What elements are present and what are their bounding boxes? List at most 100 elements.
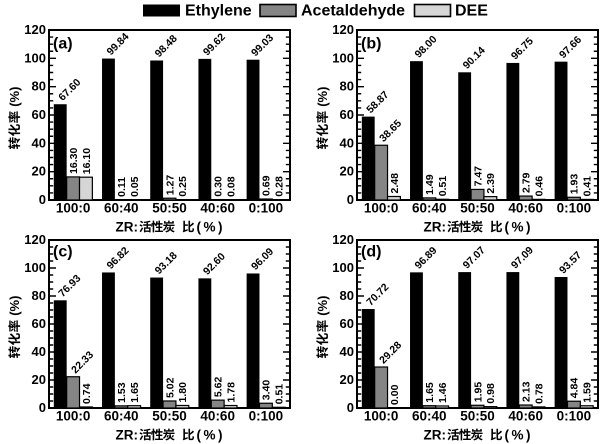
svg-text:DEE: DEE [455,3,488,20]
svg-text:0: 0 [39,400,46,415]
svg-text:120: 120 [24,22,46,37]
svg-text:0:100: 0:100 [249,408,284,423]
svg-text:%: % [204,427,216,442]
svg-text:Ethylene: Ethylene [185,3,252,20]
svg-text:50:50: 50:50 [152,408,187,423]
svg-text:40: 40 [340,135,354,150]
svg-text:2.48: 2.48 [389,173,401,194]
svg-text:60: 60 [32,316,46,331]
svg-text:ZR:: ZR: [424,427,447,442]
svg-text:20: 20 [32,372,46,387]
svg-text:0: 0 [347,400,354,415]
svg-text:ZR:: ZR: [116,219,139,234]
svg-text:0: 0 [39,192,46,207]
svg-text:1.65: 1.65 [129,382,141,403]
svg-text:2.79: 2.79 [521,172,533,193]
svg-text:0.08: 0.08 [225,176,237,197]
svg-text:0.05: 0.05 [129,176,141,197]
svg-text:1.27: 1.27 [164,175,176,196]
svg-text:60: 60 [32,107,46,122]
svg-text:0.51: 0.51 [274,384,286,405]
svg-text:20: 20 [340,164,354,179]
svg-text:80: 80 [340,79,354,94]
svg-text:5.62: 5.62 [213,377,225,398]
svg-text:80: 80 [32,288,46,303]
svg-text:60: 60 [340,107,354,122]
svg-text:20: 20 [32,164,46,179]
svg-text:60:40: 60:40 [412,200,447,215]
svg-text:100: 100 [332,50,354,65]
svg-text:40: 40 [340,344,354,359]
svg-text:(a): (a) [53,35,73,52]
svg-text:(: ( [505,219,510,234]
svg-text:60:40: 60:40 [104,200,139,215]
svg-text:50:50: 50:50 [460,408,495,423]
svg-text:): ) [526,219,531,234]
svg-text:60:40: 60:40 [412,408,447,423]
svg-text:0:100: 0:100 [557,200,592,215]
svg-text:16.30: 16.30 [68,147,80,173]
svg-text:40:60: 40:60 [200,408,235,423]
svg-text:4.84: 4.84 [569,378,581,399]
svg-text:(: ( [197,219,202,234]
svg-text:ZR:: ZR: [116,427,139,442]
svg-text:(%): (%) [7,296,22,316]
svg-text:16.10: 16.10 [81,148,93,174]
svg-text:1.78: 1.78 [225,382,237,403]
svg-text:1.49: 1.49 [424,174,436,195]
svg-text:0.74: 0.74 [81,383,93,404]
svg-text:(%): (%) [315,296,330,316]
svg-text:40: 40 [32,135,46,150]
svg-text:0.28: 0.28 [274,176,286,197]
svg-text:ZR:: ZR: [424,219,447,234]
svg-text:5.02: 5.02 [164,377,176,398]
svg-text:3.40: 3.40 [261,380,273,401]
svg-text:100:0: 100:0 [364,200,399,215]
svg-text:(c): (c) [53,244,73,261]
svg-text:40:60: 40:60 [508,408,543,423]
svg-text:0.00: 0.00 [389,384,401,405]
svg-text:80: 80 [32,79,46,94]
svg-text:1.53: 1.53 [116,382,128,403]
svg-text:100:0: 100:0 [56,200,91,215]
svg-text:1.65: 1.65 [424,382,436,403]
svg-text:60: 60 [340,316,354,331]
svg-text:1.59: 1.59 [582,382,594,403]
svg-text:50:50: 50:50 [460,200,495,215]
svg-text:0:100: 0:100 [249,200,284,215]
svg-text:0: 0 [347,192,354,207]
svg-text:40:60: 40:60 [508,200,543,215]
svg-text:(: ( [505,427,510,442]
svg-text:100: 100 [332,260,354,275]
svg-text:120: 120 [24,232,46,247]
svg-text:0.11: 0.11 [116,177,128,197]
svg-text:1.93: 1.93 [569,174,581,195]
svg-text:%: % [204,219,216,234]
svg-text:40: 40 [32,344,46,359]
svg-text:(%): (%) [7,87,22,107]
svg-text:40:60: 40:60 [200,200,235,215]
svg-text:0.51: 0.51 [437,176,449,197]
svg-text:1.95: 1.95 [472,382,484,403]
svg-text:(d): (d) [361,244,381,261]
svg-text:): ) [218,219,223,234]
svg-text:0.78: 0.78 [533,383,545,404]
svg-text:): ) [218,427,223,442]
svg-text:(%): (%) [315,87,330,107]
svg-text:0.41: 0.41 [582,176,594,197]
svg-text:80: 80 [340,288,354,303]
svg-text:0.69: 0.69 [261,175,273,196]
svg-text:Acetaldehyde: Acetaldehyde [301,3,405,20]
svg-text:7.47: 7.47 [472,166,484,187]
svg-text:100: 100 [24,260,46,275]
svg-text:120: 120 [332,22,354,37]
svg-text:100: 100 [24,50,46,65]
svg-text:): ) [526,427,531,442]
svg-text:0.25: 0.25 [177,176,189,197]
svg-text:(: ( [197,427,202,442]
svg-text:(b): (b) [361,35,381,52]
svg-text:20: 20 [340,372,354,387]
svg-text:1.46: 1.46 [437,382,449,403]
svg-text:100:0: 100:0 [56,408,91,423]
svg-text:2.39: 2.39 [485,173,497,194]
